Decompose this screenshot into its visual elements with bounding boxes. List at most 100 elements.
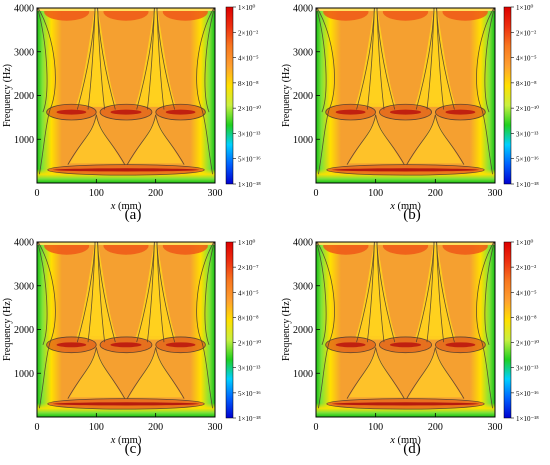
y-tick-label: 1000 — [14, 135, 34, 146]
contour-upper-1-4 — [376, 8, 385, 110]
contour-edge-inner-2 — [484, 8, 495, 113]
y-tick-label: 3000 — [293, 47, 313, 58]
colorbar-tick-label: 1×10⁰ — [238, 239, 255, 247]
contour-low-band — [326, 164, 485, 176]
contour-lens-2 — [99, 103, 153, 121]
colorbar-tick-label: 8×10⁻⁸ — [516, 80, 537, 88]
x-tick-label: 300 — [208, 188, 223, 199]
top-edge-band — [37, 242, 215, 245]
contour-lines — [37, 8, 215, 176]
colorbar-tick-label: 1×10⁻¹⁸ — [516, 181, 539, 189]
contour-lens-2 — [99, 336, 153, 354]
middle-band-core-1 — [335, 109, 366, 115]
contour-lines — [316, 8, 495, 176]
y-axis-label: Frequency (Hz) — [2, 298, 13, 361]
top-band-cell-3 — [442, 8, 488, 21]
panel-label: (b) — [403, 207, 421, 223]
contour-edge-2 — [196, 242, 215, 409]
x-axis-label: x (mm) — [110, 201, 142, 212]
low-band-core — [53, 168, 199, 172]
colorbar-tick-label: 2×10⁻² — [238, 29, 258, 37]
contour-lower-1-1 — [67, 347, 97, 399]
colorbar-tick-label: 4×10⁻⁵ — [238, 289, 259, 297]
y-tick-label: 1000 — [14, 369, 34, 380]
middle-band-core-3 — [165, 109, 196, 115]
top-band-cell-2 — [103, 8, 149, 21]
contour-edge-1 — [316, 242, 335, 409]
x-tick-label: 100 — [368, 422, 383, 433]
x-tick-label: 100 — [368, 188, 383, 199]
contour-low-band — [47, 164, 205, 176]
colorbar-tick-label: 2×10⁻² — [516, 264, 536, 272]
contour-upper-1-4 — [97, 242, 106, 343]
contour-lens-1 — [325, 103, 376, 121]
panel-label: (d) — [403, 441, 421, 457]
y-tick-label: 3000 — [14, 47, 34, 58]
middle-band-core-2 — [110, 342, 142, 348]
colorbar-tick-label: 8×10⁻⁸ — [516, 314, 537, 322]
contour-edge-inner-2 — [484, 242, 495, 345]
panel-2: 0 100 200 300 1000 2000 3000 4000 x (mm) Frequenc… — [281, 4, 539, 224]
contour-lower-1-2 — [375, 114, 405, 165]
x-axis-label: x (mm) — [110, 435, 142, 446]
colorbar-tick-label: 4×10⁻⁵ — [238, 55, 259, 63]
contour-upper-1-4 — [97, 8, 106, 110]
x-tick-label: 200 — [148, 422, 163, 433]
x-tick-label: 200 — [428, 188, 443, 199]
heatmap-field — [37, 242, 215, 417]
x-tick-label: 200 — [148, 188, 163, 199]
y-axis-label: Frequency (Hz) — [281, 298, 292, 361]
contour-upper-1-3 — [366, 242, 375, 343]
contour-upper-2-3 — [146, 242, 155, 343]
colorbar-tick-label: 2×10⁻⁷ — [238, 264, 259, 272]
low-band-core — [53, 402, 199, 406]
colorbar-tick-label: 1×10⁻¹⁸ — [238, 415, 261, 423]
x-tick-label: 0 — [35, 188, 40, 199]
top-band-cell-2 — [382, 8, 429, 21]
colorbar-tick-label: 3×10⁻¹³ — [238, 365, 260, 373]
top-band-cell-1 — [44, 8, 90, 21]
contour-lower-2-2 — [155, 347, 185, 399]
contour-upper-1-3 — [366, 8, 375, 110]
contour-edge-1 — [316, 8, 335, 175]
x-tick-label: 0 — [314, 188, 319, 199]
x-tick-label: 300 — [208, 422, 223, 433]
contour-lower-1-2 — [375, 347, 405, 399]
y-axis-label: Frequency (Hz) — [281, 64, 292, 127]
middle-band-core-1 — [335, 342, 366, 348]
contour-lens-2 — [379, 336, 432, 354]
colorbar-tick-label: 4×10⁻⁵ — [516, 289, 537, 297]
y-tick-label: 2000 — [293, 325, 313, 336]
colorbar-tick-label: 5×10⁻¹⁶ — [516, 390, 539, 398]
contour-lower-1-1 — [346, 347, 377, 399]
x-axis-label: x (mm) — [389, 201, 421, 212]
x-tick-label: 100 — [89, 188, 104, 199]
top-edge-band — [316, 8, 495, 11]
contour-upper-2-3 — [426, 242, 435, 343]
panel-4: 0 100 200 300 1000 2000 3000 4000 x (mm) Frequenc… — [281, 238, 539, 458]
x-tick-label: 100 — [89, 422, 104, 433]
contour-upper-2-4 — [436, 8, 445, 110]
contour-lens-3 — [435, 336, 486, 354]
colorbar-tick-label: 1×10⁻¹⁸ — [238, 181, 261, 189]
middle-band-core-2 — [389, 342, 422, 348]
colorbar — [225, 241, 234, 419]
low-band-core — [332, 168, 479, 172]
contour-upper-2-3 — [426, 8, 435, 110]
colorbar-tick-label: 8×10⁻⁸ — [238, 314, 259, 322]
top-band-cell-3 — [162, 8, 208, 21]
colorbar-tick-label: 3×10⁻¹³ — [516, 365, 538, 373]
y-tick-label: 4000 — [293, 238, 313, 249]
top-band-cell-1 — [323, 242, 369, 255]
contour-lens-1 — [325, 336, 376, 354]
y-tick-label: 3000 — [293, 281, 313, 292]
y-tick-label: 4000 — [14, 238, 34, 249]
y-tick-label: 2000 — [14, 325, 34, 336]
contour-edge-1 — [37, 242, 56, 409]
contour-edge-2 — [196, 8, 215, 175]
y-tick-label: 1000 — [293, 135, 313, 146]
y-tick-label: 4000 — [293, 4, 313, 15]
colorbar — [225, 6, 234, 185]
contour-lower-2-1 — [406, 114, 436, 165]
y-tick-label: 1000 — [293, 369, 313, 380]
